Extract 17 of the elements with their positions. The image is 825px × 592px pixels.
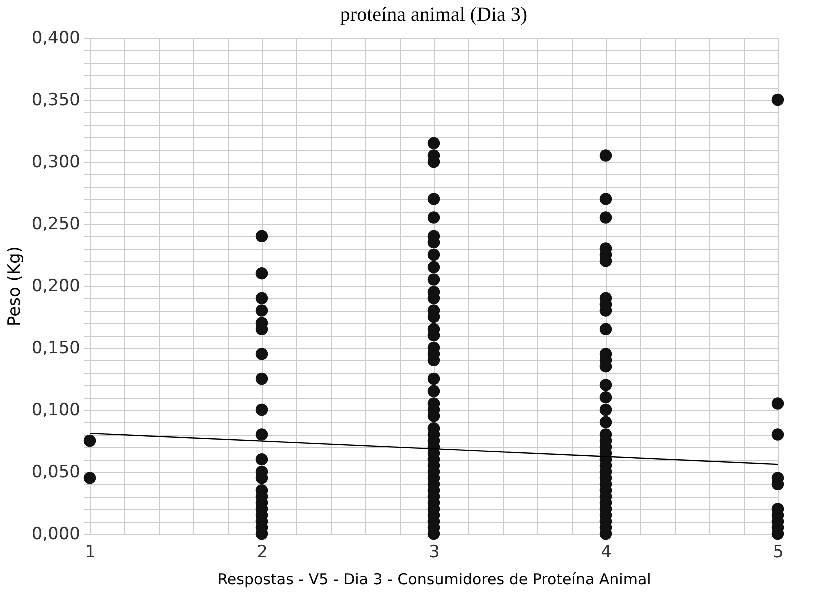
y-tick-label: 0,050 [32, 462, 80, 482]
y-tick-label: 0,100 [32, 400, 80, 420]
x-tick-label: 1 [85, 542, 96, 562]
y-tick-label: 0,400 [32, 28, 80, 48]
chart-title: proteína animal (Dia 3) [340, 4, 528, 26]
y-tick-label: 0,000 [32, 524, 80, 544]
x-tick-label: 5 [773, 542, 784, 562]
y-axis-title: Peso (Kg) [4, 246, 25, 326]
x-tick-label: 3 [429, 542, 440, 562]
y-tick-label: 0,200 [32, 276, 80, 296]
y-tick-label: 0,300 [32, 152, 80, 172]
x-tick-label: 2 [257, 542, 268, 562]
y-tick-label: 0,150 [32, 338, 80, 358]
x-tick-label: 4 [601, 542, 612, 562]
y-tick-label: 0,250 [32, 214, 80, 234]
y-tick-label: 0,350 [32, 90, 80, 110]
x-axis-title: Respostas - V5 - Dia 3 - Consumidores de Proteína Animal [218, 570, 652, 588]
